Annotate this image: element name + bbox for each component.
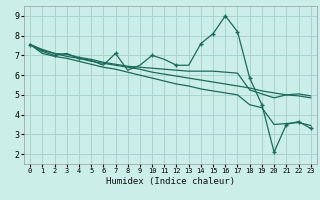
X-axis label: Humidex (Indice chaleur): Humidex (Indice chaleur) [106, 177, 235, 186]
